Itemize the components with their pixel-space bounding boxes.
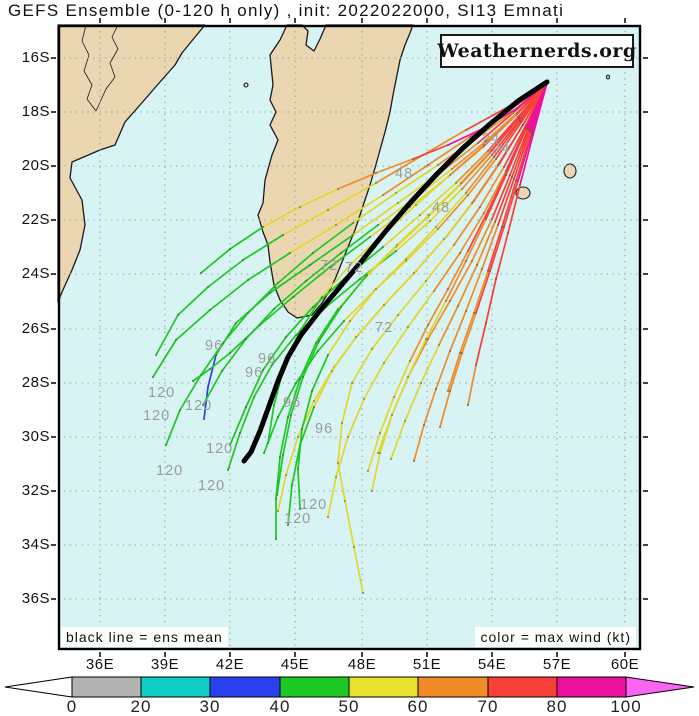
- colorbar: 0 20 30 40 50 60 70 80 100: [4, 676, 695, 716]
- lat-label-28S: 28S: [21, 374, 50, 391]
- watermark-text: Weathernerds.org: [437, 40, 637, 62]
- lat-label-34S: 34S: [21, 536, 50, 553]
- colorbar-right-arrow: [625, 676, 695, 698]
- ensemble-track: [376, 81, 549, 455]
- river: [81, 24, 97, 112]
- hour-label: 120: [185, 398, 212, 414]
- lon-label-51E: 51E: [412, 656, 442, 673]
- lon-label-39E: 39E: [150, 656, 180, 673]
- lon-label-36E: 36E: [85, 656, 115, 673]
- legend-note-mean: black line = ens mean: [61, 627, 228, 647]
- mean-track: [241, 79, 550, 464]
- axis-ticks: [51, 18, 648, 657]
- colorbar-label-60: 60: [408, 697, 429, 716]
- hour-label: 120: [143, 408, 170, 424]
- lat-label-22S: 22S: [21, 211, 50, 228]
- lon-label-57E: 57E: [542, 656, 572, 673]
- colorbar-label-30: 30: [200, 697, 221, 716]
- hour-label: 24: [482, 131, 500, 147]
- colorbar-segment: [417, 676, 489, 698]
- colorbar-label-70: 70: [478, 697, 499, 716]
- hour-label: 72: [345, 260, 363, 276]
- hour-label: 48: [395, 166, 413, 182]
- lat-label-32S: 32S: [21, 482, 50, 499]
- chart-title: GEFS Ensemble (0-120 h only) , init: 202…: [8, 1, 565, 20]
- colorbar-segment: [487, 676, 558, 698]
- colorbar-label-0: 0: [67, 697, 77, 716]
- colorbar-segment: [348, 676, 419, 698]
- lat-label-36S: 36S: [21, 590, 50, 607]
- hour-label: 120: [284, 511, 311, 527]
- hour-label: 96: [315, 421, 333, 437]
- colorbar-segment: [209, 676, 281, 698]
- colorbar-segment: [556, 676, 627, 698]
- hour-label: 96: [205, 338, 223, 354]
- islet-island: [243, 82, 249, 88]
- hour-label: 72: [375, 320, 393, 336]
- colorbar-label-20: 20: [131, 697, 152, 716]
- lon-label-60E: 60E: [610, 656, 640, 673]
- hour-label: 120: [206, 441, 233, 457]
- lat-label-18S: 18S: [21, 103, 50, 120]
- colorbar-segment: [279, 676, 350, 698]
- colorbar-label-40: 40: [270, 697, 291, 716]
- river: [95, 24, 119, 112]
- colorbar-segment: [71, 676, 142, 698]
- ensemble-track: [275, 81, 549, 497]
- lon-label-42E: 42E: [215, 656, 245, 673]
- legend-note-color: color = max wind (kt): [475, 627, 636, 647]
- lat-label-26S: 26S: [21, 320, 50, 337]
- lat-label-24S: 24S: [21, 265, 50, 282]
- hour-label: 24: [492, 141, 510, 157]
- ensemble-track: [199, 81, 549, 275]
- ensemble-tracks-layer: [151, 81, 549, 595]
- hour-label: 48: [432, 200, 450, 216]
- hour-label: 120: [156, 463, 183, 479]
- lat-label-30S: 30S: [21, 428, 50, 445]
- madagascar: [257, 24, 414, 319]
- colorbar-left-arrow: [4, 676, 73, 698]
- hour-label: 96: [258, 351, 276, 367]
- islet-island: [605, 74, 611, 80]
- land-layer: [57, 24, 611, 319]
- colorbar-label-100: 100: [610, 697, 641, 716]
- watermark-box: Weathernerds.org: [437, 34, 637, 68]
- ensemble-track: [466, 81, 549, 407]
- lat-label-16S: 16S: [21, 49, 50, 66]
- ensemble-track: [336, 81, 549, 595]
- lat-label-20S: 20S: [21, 157, 50, 174]
- colorbar-label-50: 50: [339, 697, 360, 716]
- ensemble-track: [228, 81, 549, 447]
- lon-label-48E: 48E: [347, 656, 377, 673]
- hour-label: 120: [148, 385, 175, 401]
- lon-label-45E: 45E: [280, 656, 310, 673]
- hour-label: 72: [320, 258, 338, 274]
- hour-label: 96: [245, 365, 263, 381]
- colorbar-segment: [140, 676, 211, 698]
- hour-label: 120: [300, 497, 327, 513]
- lon-label-54E: 54E: [477, 656, 507, 673]
- hour-label: 120: [198, 478, 225, 494]
- colorbar-label-80: 80: [547, 697, 568, 716]
- hour-label: 96: [283, 395, 301, 411]
- mauritius-island: [563, 163, 577, 179]
- map-frame: 24 24 48 48 72 72 72 96 96 96 96 96 120 120 120 120 120 1…: [51, 18, 648, 657]
- map-border: [57, 24, 642, 651]
